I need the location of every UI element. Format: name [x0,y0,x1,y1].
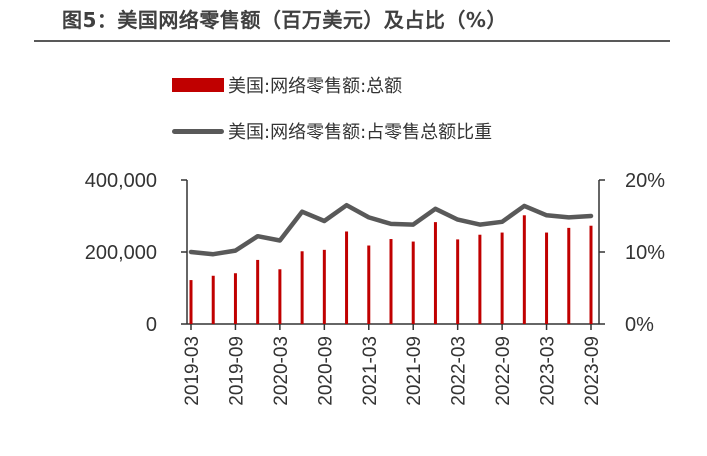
right-y-tick-label: 10% [625,242,665,264]
bar-total [278,269,282,324]
bar-total [345,231,349,324]
bar-total [567,227,571,324]
x-tick-label: 2022-03 [449,336,470,406]
left-y-tick-label: 200,000 [85,242,157,264]
bar-total [233,273,237,324]
x-tick-label: 2019-09 [226,336,247,406]
bar-total [189,280,193,324]
x-tick-label: 2020-03 [271,336,292,406]
left-y-tick-label: 0 [146,314,157,336]
x-tick-label: 2023-03 [538,336,559,406]
x-tick-label: 2019-03 [182,336,203,406]
x-tick-label: 2021-03 [360,336,381,406]
legend-item-share: 美国:网络零售额:占零售总额比重 [172,118,492,144]
bar-total [367,245,371,324]
line-share [188,202,594,257]
bar-total [522,215,526,324]
bar-total [256,259,260,324]
legend-item-total: 美国:网络零售额:总额 [172,72,402,98]
legend-label-total: 美国:网络零售额:总额 [228,76,403,97]
right-y-tick-label: 20% [625,170,665,192]
x-tick-label: 2023-09 [582,336,603,406]
title-divider [34,40,670,42]
bar-total [545,232,549,324]
bar-total [456,239,460,324]
bar-total [500,232,504,324]
x-tick-label: 2022-09 [493,336,514,406]
bar-total [478,234,482,324]
bar-total [211,275,215,324]
x-tick-label: 2021-09 [404,336,425,406]
bar-total [322,249,326,324]
legend-bar-swatch [172,78,224,92]
bar-total [300,251,304,324]
bar-total [389,239,393,324]
right-y-tick-label: 0% [625,314,654,336]
x-tick-label: 2020-09 [315,336,336,406]
legend-label-share: 美国:网络零售额:占零售总额比重 [228,122,493,143]
legend-line-swatch [172,128,224,134]
chart-title: 图5：美国网络零售额（百万美元）及占比（%） [62,8,507,32]
bar-total [433,222,437,324]
bar-total [411,241,415,324]
bar-total [589,225,593,324]
left-y-tick-label: 400,000 [85,170,157,192]
